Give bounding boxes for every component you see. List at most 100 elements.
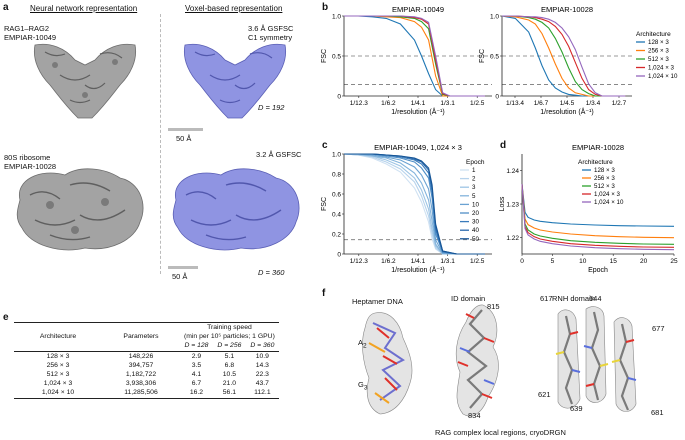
sample1-resolution: 3.6 Å GSFSC <box>248 24 294 33</box>
sample2-id: EMPIAR-10028 <box>4 162 57 171</box>
chart-title: EMPIAR-10049 <box>392 5 444 14</box>
rag-voxel-map <box>183 43 287 119</box>
label-815: 815 <box>487 302 500 311</box>
column-divider <box>160 14 161 274</box>
x-tick-label: 0 <box>520 258 524 265</box>
cell-architecture: 256 × 3 <box>46 361 70 369</box>
sample1-symmetry: C1 symmetry <box>248 33 293 42</box>
training-speed-table-wrap: Architecture Parameters Training speed (… <box>14 322 279 399</box>
cell-speed-d128: 16.2 <box>189 389 204 397</box>
ribosome-nn-map <box>16 168 144 251</box>
loss-chart: EMPIAR-10028 1.22 1.23 1.24 0 5 10 15 20 25 Epoch L… <box>499 143 678 274</box>
panel-d-letter: d <box>500 140 507 151</box>
label-a2-base: A <box>358 338 364 347</box>
th-d256: D = 256 <box>217 342 242 350</box>
cell-architecture: 128 × 3 <box>46 352 70 360</box>
series-line <box>344 15 485 97</box>
y-tick-label: 1.23 <box>506 202 519 209</box>
fsc-chart-epochs: EMPIAR-10049, 1,024 × 3 0 0.2 0.4 0.6 0.8 1.0 1… <box>321 143 492 274</box>
sample1-id: EMPIAR-10049 <box>4 33 57 42</box>
fsc-chart-empiar-10049: EMPIAR-10049 0 0.5 1.0 1/12.3 1/6.2 1/4.1 1/3.1… <box>321 5 492 116</box>
scale-bar-2 <box>168 266 198 269</box>
heptamer-dna-title: Heptamer DNA <box>352 297 403 306</box>
x-axis-label: 1/resolution (Å⁻¹) <box>391 107 445 116</box>
x-axis-label: 1/resolution (Å⁻¹) <box>391 265 445 274</box>
cell-speed-d128: 2.9 <box>191 352 202 360</box>
label-834: 834 <box>468 411 481 420</box>
legend-label: 1,024 × 3 <box>594 191 621 198</box>
x-tick-label: 1/4.1 <box>411 100 426 107</box>
label-617: 617 <box>540 294 553 303</box>
cell-speed-d256: 6.8 <box>224 361 235 369</box>
legend-label: 2 <box>472 176 476 183</box>
series-line <box>521 183 675 251</box>
cell-speed-d256: 10.5 <box>222 371 237 379</box>
series-line <box>521 183 675 245</box>
panel-c-letter: c <box>322 140 328 151</box>
label-644: 644 <box>589 294 602 303</box>
sample1-res-label: 3.6 Å GSFSC C1 symmetry <box>248 24 293 42</box>
cell-speed-d360: 112.1 <box>254 389 271 397</box>
y-axis-label: FSC <box>479 49 486 63</box>
label-621: 621 <box>538 390 551 399</box>
legend-label: 5 <box>472 193 476 200</box>
panel-b-letter: b <box>322 2 329 13</box>
legend-label: 256 × 3 <box>594 175 615 182</box>
legend-label: 10 <box>472 201 479 208</box>
y-tick-label: 0 <box>337 252 341 259</box>
cell-parameters: 3,938,306 <box>125 380 157 388</box>
cell-parameters: 394,757 <box>128 361 154 369</box>
y-axis-label: FSC <box>321 197 328 211</box>
legend-label: 30 <box>472 219 479 226</box>
cell-parameters: 148,226 <box>128 352 154 360</box>
legend-label: 128 × 3 <box>648 39 669 46</box>
x-tick-label: 1/6.2 <box>381 100 396 107</box>
legend-label: 50 <box>472 236 479 243</box>
y-tick-label: 0.4 <box>332 212 341 219</box>
sample1-label: RAG1–RAG2 EMPIAR-10049 <box>4 24 56 42</box>
cell-speed-d360: 22.3 <box>255 371 269 379</box>
x-tick-label: 1/3.1 <box>440 100 455 107</box>
y-tick-label: 1.0 <box>490 14 499 21</box>
voxel-representation-title: Voxel-based representation <box>185 4 283 13</box>
fsc-chart-empiar-10028: EMPIAR-10028 0 0.5 1.0 1/13.4 1/6.7 1/4.5 1/3.4… <box>479 5 678 116</box>
label-g3-base: G <box>358 380 364 389</box>
x-tick-label: 1/2.7 <box>612 100 627 107</box>
x-tick-label: 1/2.5 <box>470 258 485 265</box>
cell-speed-d128: 4.1 <box>191 371 202 379</box>
x-tick-label: 1/2.5 <box>470 100 485 107</box>
chart-title: EMPIAR-10049, 1,024 × 3 <box>374 143 462 152</box>
series-line <box>502 15 626 97</box>
cell-speed-d256: 5.1 <box>224 352 235 360</box>
series-line <box>521 183 675 239</box>
chart-title: EMPIAR-10028 <box>541 5 593 14</box>
table-row: 1,024 × 3 3,938,306 6.7 21.0 43.7 <box>14 379 279 388</box>
scale-bar-1 <box>168 128 203 131</box>
sample1-name: RAG1–RAG2 <box>4 24 50 33</box>
y-tick-label: 0.6 <box>332 192 341 199</box>
sample1-box-size: D = 192 <box>258 103 285 112</box>
y-tick-label: 0.5 <box>332 54 341 61</box>
legend-label: 20 <box>472 210 479 217</box>
table-row: 128 × 3 148,226 2.9 5.1 10.9 <box>14 351 279 361</box>
th-parameters: Parameters <box>123 333 159 341</box>
ribosome-voxel-map <box>172 168 300 251</box>
cell-speed-d360: 10.9 <box>255 352 269 360</box>
cell-architecture: 1,024 × 10 <box>41 389 75 397</box>
legend-label: 512 × 3 <box>594 183 615 190</box>
y-axis-label: Loss <box>499 196 506 211</box>
x-axis-label: 1/resolution (Å⁻¹) <box>540 107 594 116</box>
y-tick-label: 1.0 <box>332 152 341 159</box>
x-tick-label: 1/12.3 <box>350 258 368 265</box>
cell-architecture: 1,024 × 3 <box>43 380 73 388</box>
legend-label: 1,024 × 10 <box>648 73 678 80</box>
cell-speed-d128: 3.5 <box>191 361 202 369</box>
y-tick-label: 0.5 <box>490 54 499 61</box>
x-axis-label: Epoch <box>588 267 608 274</box>
legend-label: 1 <box>472 167 476 174</box>
table-row: 512 × 3 1,182,722 4.1 10.5 22.3 <box>14 370 279 379</box>
th-d360: D = 360 <box>250 342 275 350</box>
series-line <box>502 15 626 97</box>
label-a2: A2 <box>358 338 367 350</box>
scale-bar-1-label: 50 Å <box>176 134 192 143</box>
